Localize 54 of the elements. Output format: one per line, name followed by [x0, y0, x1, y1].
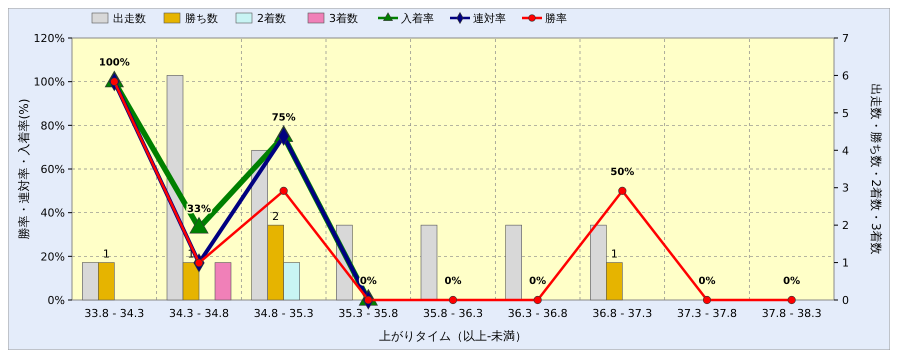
point — [618, 186, 626, 195]
point — [534, 296, 542, 304]
data-label: 100% — [98, 58, 130, 69]
point — [280, 186, 288, 195]
y-tick-label: 80% — [40, 119, 65, 132]
data-label: 50% — [610, 166, 634, 178]
y-tick-label: 100% — [34, 76, 65, 89]
y-axis-title: 勝率・連対率・入着率(%) — [17, 98, 31, 240]
legend-label: 3着数 — [329, 12, 358, 25]
x-tick-label: 37.3 - 37.8 — [677, 307, 737, 320]
y2-axis-title: 出走数・勝ち数・2着数・3着数 — [869, 83, 883, 255]
bar — [505, 224, 522, 300]
x-tick-label: 36.8 - 37.3 — [592, 307, 652, 320]
y2-tick-label: 3 — [842, 182, 849, 195]
y-tick-label: 0% — [48, 294, 65, 307]
x-tick-label: 35.3 - 35.8 — [338, 307, 398, 320]
legend-label: 勝率 — [545, 12, 567, 25]
bar — [214, 262, 232, 300]
data-label: 0% — [698, 276, 716, 287]
y-tick-label: 120% — [34, 32, 65, 45]
y-tick-label: 40% — [40, 206, 65, 220]
x-tick-label: 33.8 - 34.3 — [84, 307, 144, 320]
y2-tick-label: 6 — [842, 69, 849, 82]
y2-tick-label: 0 — [842, 294, 849, 307]
y2-tick-label: 7 — [842, 32, 849, 45]
y2-tick-label: 1 — [842, 256, 849, 270]
legend-label: 勝ち数 — [185, 12, 218, 25]
data-label: 0% — [783, 276, 800, 287]
point — [448, 296, 458, 304]
x-axis-title: 上がりタイム（以上-未満） — [378, 329, 528, 343]
x-tick-label: 37.8 - 38.3 — [762, 307, 822, 320]
legend-label: 連対率 — [473, 12, 506, 25]
point — [702, 296, 712, 304]
data-label: 1 — [610, 248, 618, 261]
x-tick-label: 34.8 - 35.3 — [254, 307, 314, 320]
legend-label: 入着率 — [401, 12, 434, 25]
point — [788, 296, 796, 304]
data-label: 0% — [444, 276, 462, 287]
y2-tick-label: 5 — [842, 106, 849, 120]
y-tick-label: 60% — [40, 163, 65, 176]
y2-tick-label: 4 — [842, 144, 849, 158]
y2-tick-label: 2 — [842, 219, 849, 232]
x-tick-label: 36.3 - 36.8 — [508, 307, 568, 320]
y-tick-label: 20% — [40, 250, 65, 264]
data-label: 75% — [272, 112, 296, 124]
data-label: 0% — [529, 276, 546, 287]
data-label: 1 — [188, 248, 194, 261]
x-tick-label: 34.3 - 34.8 — [169, 307, 229, 320]
legend-label: 出走数 — [113, 12, 146, 25]
legend-label: 2着数 — [257, 12, 286, 25]
data-label: 2 — [272, 210, 280, 224]
x-tick-label: 35.8 - 36.3 — [423, 307, 483, 320]
bar — [420, 224, 438, 300]
data-label: 1 — [102, 248, 110, 261]
